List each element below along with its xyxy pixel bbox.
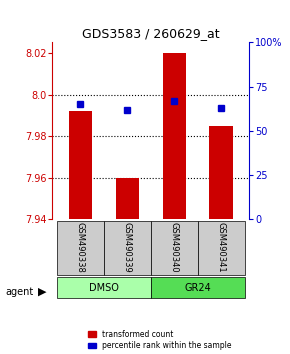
Legend: transformed count, percentile rank within the sample: transformed count, percentile rank withi… [88,330,231,350]
Title: GDS3583 / 260629_at: GDS3583 / 260629_at [82,27,220,40]
FancyBboxPatch shape [151,221,198,275]
FancyBboxPatch shape [198,221,245,275]
Text: GSM490341: GSM490341 [217,222,226,273]
Text: agent: agent [6,287,34,297]
Text: GSM490340: GSM490340 [170,222,179,273]
FancyBboxPatch shape [104,221,151,275]
Text: GR24: GR24 [184,282,211,293]
Bar [116,178,139,219]
FancyBboxPatch shape [57,277,151,298]
FancyBboxPatch shape [151,277,245,298]
Text: GSM490338: GSM490338 [76,222,85,273]
FancyBboxPatch shape [57,221,104,275]
Text: ▶: ▶ [38,287,46,297]
Bar [209,126,233,219]
Bar [69,111,92,219]
Text: GSM490339: GSM490339 [123,222,132,273]
Text: DMSO: DMSO [89,282,119,293]
Bar [162,53,186,219]
